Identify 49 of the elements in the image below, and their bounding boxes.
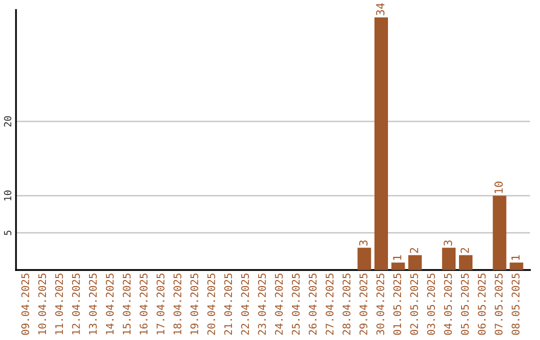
x-tick-label: 07.05.2025: [494, 274, 503, 335]
x-tick-label: 10.04.2025: [38, 274, 46, 334]
x-tick-label: 03.05.2025: [427, 274, 435, 335]
y-tick-label: 20: [4, 116, 12, 127]
x-tick-label: 23.04.2025: [258, 274, 266, 335]
bar: [358, 248, 372, 270]
data-label: 1: [393, 255, 402, 260]
x-tick-label: 18.04.2025: [173, 274, 182, 334]
bar: [374, 17, 388, 270]
x-tick-label: 20.04.2025: [207, 274, 216, 335]
bar: [458, 255, 473, 270]
data-label: 2: [410, 248, 418, 253]
x-tick-label: 06.05.2025: [478, 274, 486, 335]
bar: [408, 255, 422, 270]
bar: [391, 262, 405, 270]
data-label: 2: [460, 248, 469, 253]
data-label: 34: [376, 3, 384, 16]
x-tick-label: 15.04.2025: [122, 274, 131, 334]
x-tick-label: 27.04.2025: [326, 274, 334, 335]
x-tick-label: 30.04.2025: [376, 274, 384, 335]
x-tick-label: 13.04.2025: [88, 274, 97, 334]
data-label: 3: [359, 240, 368, 246]
y-tick-label: 5: [4, 230, 12, 236]
x-tick-label: 02.05.2025: [410, 274, 418, 335]
x-tick-label: 16.04.2025: [140, 274, 148, 334]
x-tick-label: 21.04.2025: [224, 274, 232, 335]
x-tick-label: 25.04.2025: [292, 274, 300, 335]
x-tick-label: 11.04.2025: [55, 274, 64, 334]
x-tick-label: 24.04.2025: [274, 274, 283, 335]
x-tick-label: 12.04.2025: [72, 274, 80, 334]
data-label: 1: [511, 255, 520, 260]
x-tick-label: 22.04.2025: [241, 274, 249, 335]
x-tick-label: 08.05.2025: [512, 274, 520, 335]
y-tick-label: 10: [4, 190, 12, 200]
bar: [492, 196, 506, 270]
x-tick-label: 19.04.2025: [190, 274, 198, 334]
data-label: 10: [494, 182, 503, 193]
x-tick-label: 04.05.2025: [444, 274, 452, 335]
data-label: 3: [444, 240, 452, 246]
x-tick-label: 05.05.2025: [460, 274, 469, 335]
x-tick-label: 29.04.2025: [359, 274, 368, 335]
bar: [510, 262, 524, 270]
x-tick-label: 09.04.2025: [21, 274, 30, 335]
x-tick-label: 01.05.2025: [393, 274, 402, 335]
x-tick-label: 26.04.2025: [308, 274, 317, 335]
x-tick-label: 17.04.2025: [156, 274, 164, 334]
bar: [442, 248, 456, 270]
x-tick-label: 14.04.2025: [106, 274, 114, 334]
x-tick-label: 28.04.2025: [342, 274, 350, 335]
